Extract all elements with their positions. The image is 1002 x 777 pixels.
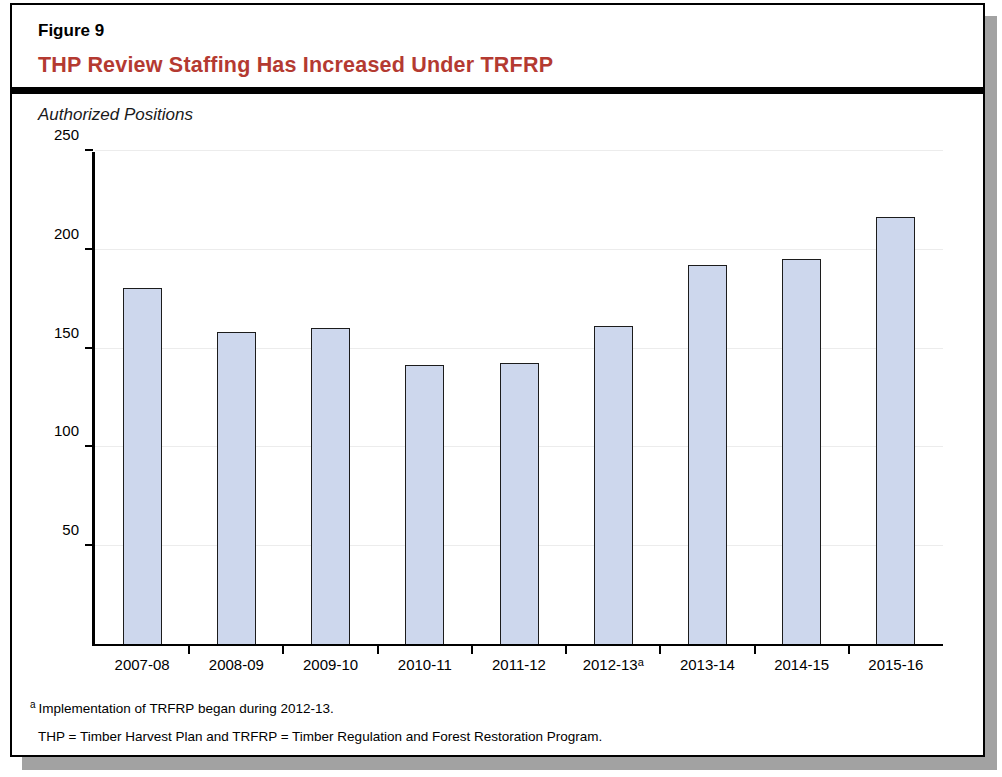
x-axis-label-2007-08: 2007-08 (97, 656, 187, 673)
bar-2012-13 (594, 326, 633, 644)
title-divider (12, 87, 983, 94)
bar-2013-14 (688, 265, 727, 644)
x-axis-label-2010-11: 2010-11 (380, 656, 470, 673)
y-axis-tick-250 (85, 149, 93, 151)
bar-2014-15 (782, 259, 821, 644)
bar-2009-10 (311, 328, 350, 644)
x-axis-tick-5 (565, 646, 567, 654)
bar-2008-09 (217, 332, 256, 644)
y-axis-label-150: 150 (29, 324, 79, 341)
bar-2007-08 (123, 288, 162, 644)
x-axis-label-2014-15: 2014-15 (757, 656, 847, 673)
x-axis-tick-3 (377, 646, 379, 654)
footnote-definitions: THP = Timber Harvest Plan and TRFRP = Ti… (30, 729, 602, 744)
x-axis-label-2012-13: 2012-13a (568, 656, 658, 673)
footnote-text: Implementation of TRFRP began during 201… (39, 701, 334, 716)
figure-card: Figure 9 THP Review Staffing Has Increas… (10, 3, 985, 757)
x-axis-label-2011-12: 2011-12 (474, 656, 564, 673)
y-axis-label-100: 100 (29, 422, 79, 439)
footnote-marker-ref: a (638, 656, 644, 668)
y-axis-tick-200 (85, 248, 93, 250)
axis-unit-label: Authorized Positions (38, 105, 193, 125)
y-axis-tick-50 (85, 544, 93, 546)
footnote-text: THP = Timber Harvest Plan and TRFRP = Ti… (38, 729, 602, 744)
footnotes: aImplementation of TRFRP began during 20… (30, 699, 602, 757)
x-axis-tick-8 (848, 646, 850, 654)
x-axis-label-2009-10: 2009-10 (286, 656, 376, 673)
x-axis-tick-2 (282, 646, 284, 654)
bar-2010-11 (405, 365, 444, 644)
x-axis-tick-4 (471, 646, 473, 654)
figure-number: Figure 9 (38, 21, 104, 41)
x-axis-label-2008-09: 2008-09 (191, 656, 281, 673)
footnote-a: aImplementation of TRFRP began during 20… (30, 699, 602, 716)
x-axis-tick-7 (754, 646, 756, 654)
y-axis-label-200: 200 (29, 225, 79, 242)
bar-2011-12 (500, 363, 539, 644)
x-axis-tick-6 (659, 646, 661, 654)
y-axis-tick-100 (85, 445, 93, 447)
gridline-250 (95, 150, 943, 151)
footnote-marker: a (30, 699, 36, 710)
x-axis-label-2013-14: 2013-14 (662, 656, 752, 673)
y-axis-tick-150 (85, 347, 93, 349)
x-axis-tick-1 (188, 646, 190, 654)
x-axis-label-2015-16: 2015-16 (851, 656, 941, 673)
y-axis-label-250: 250 (29, 126, 79, 143)
y-axis-label-50: 50 (29, 521, 79, 538)
gridline-200 (95, 249, 943, 250)
figure-title: THP Review Staffing Has Increased Under … (38, 53, 553, 78)
bar-2015-16 (876, 217, 915, 644)
bar-chart-plot-area: 501001502002502007-082008-092009-102010-… (92, 152, 943, 646)
